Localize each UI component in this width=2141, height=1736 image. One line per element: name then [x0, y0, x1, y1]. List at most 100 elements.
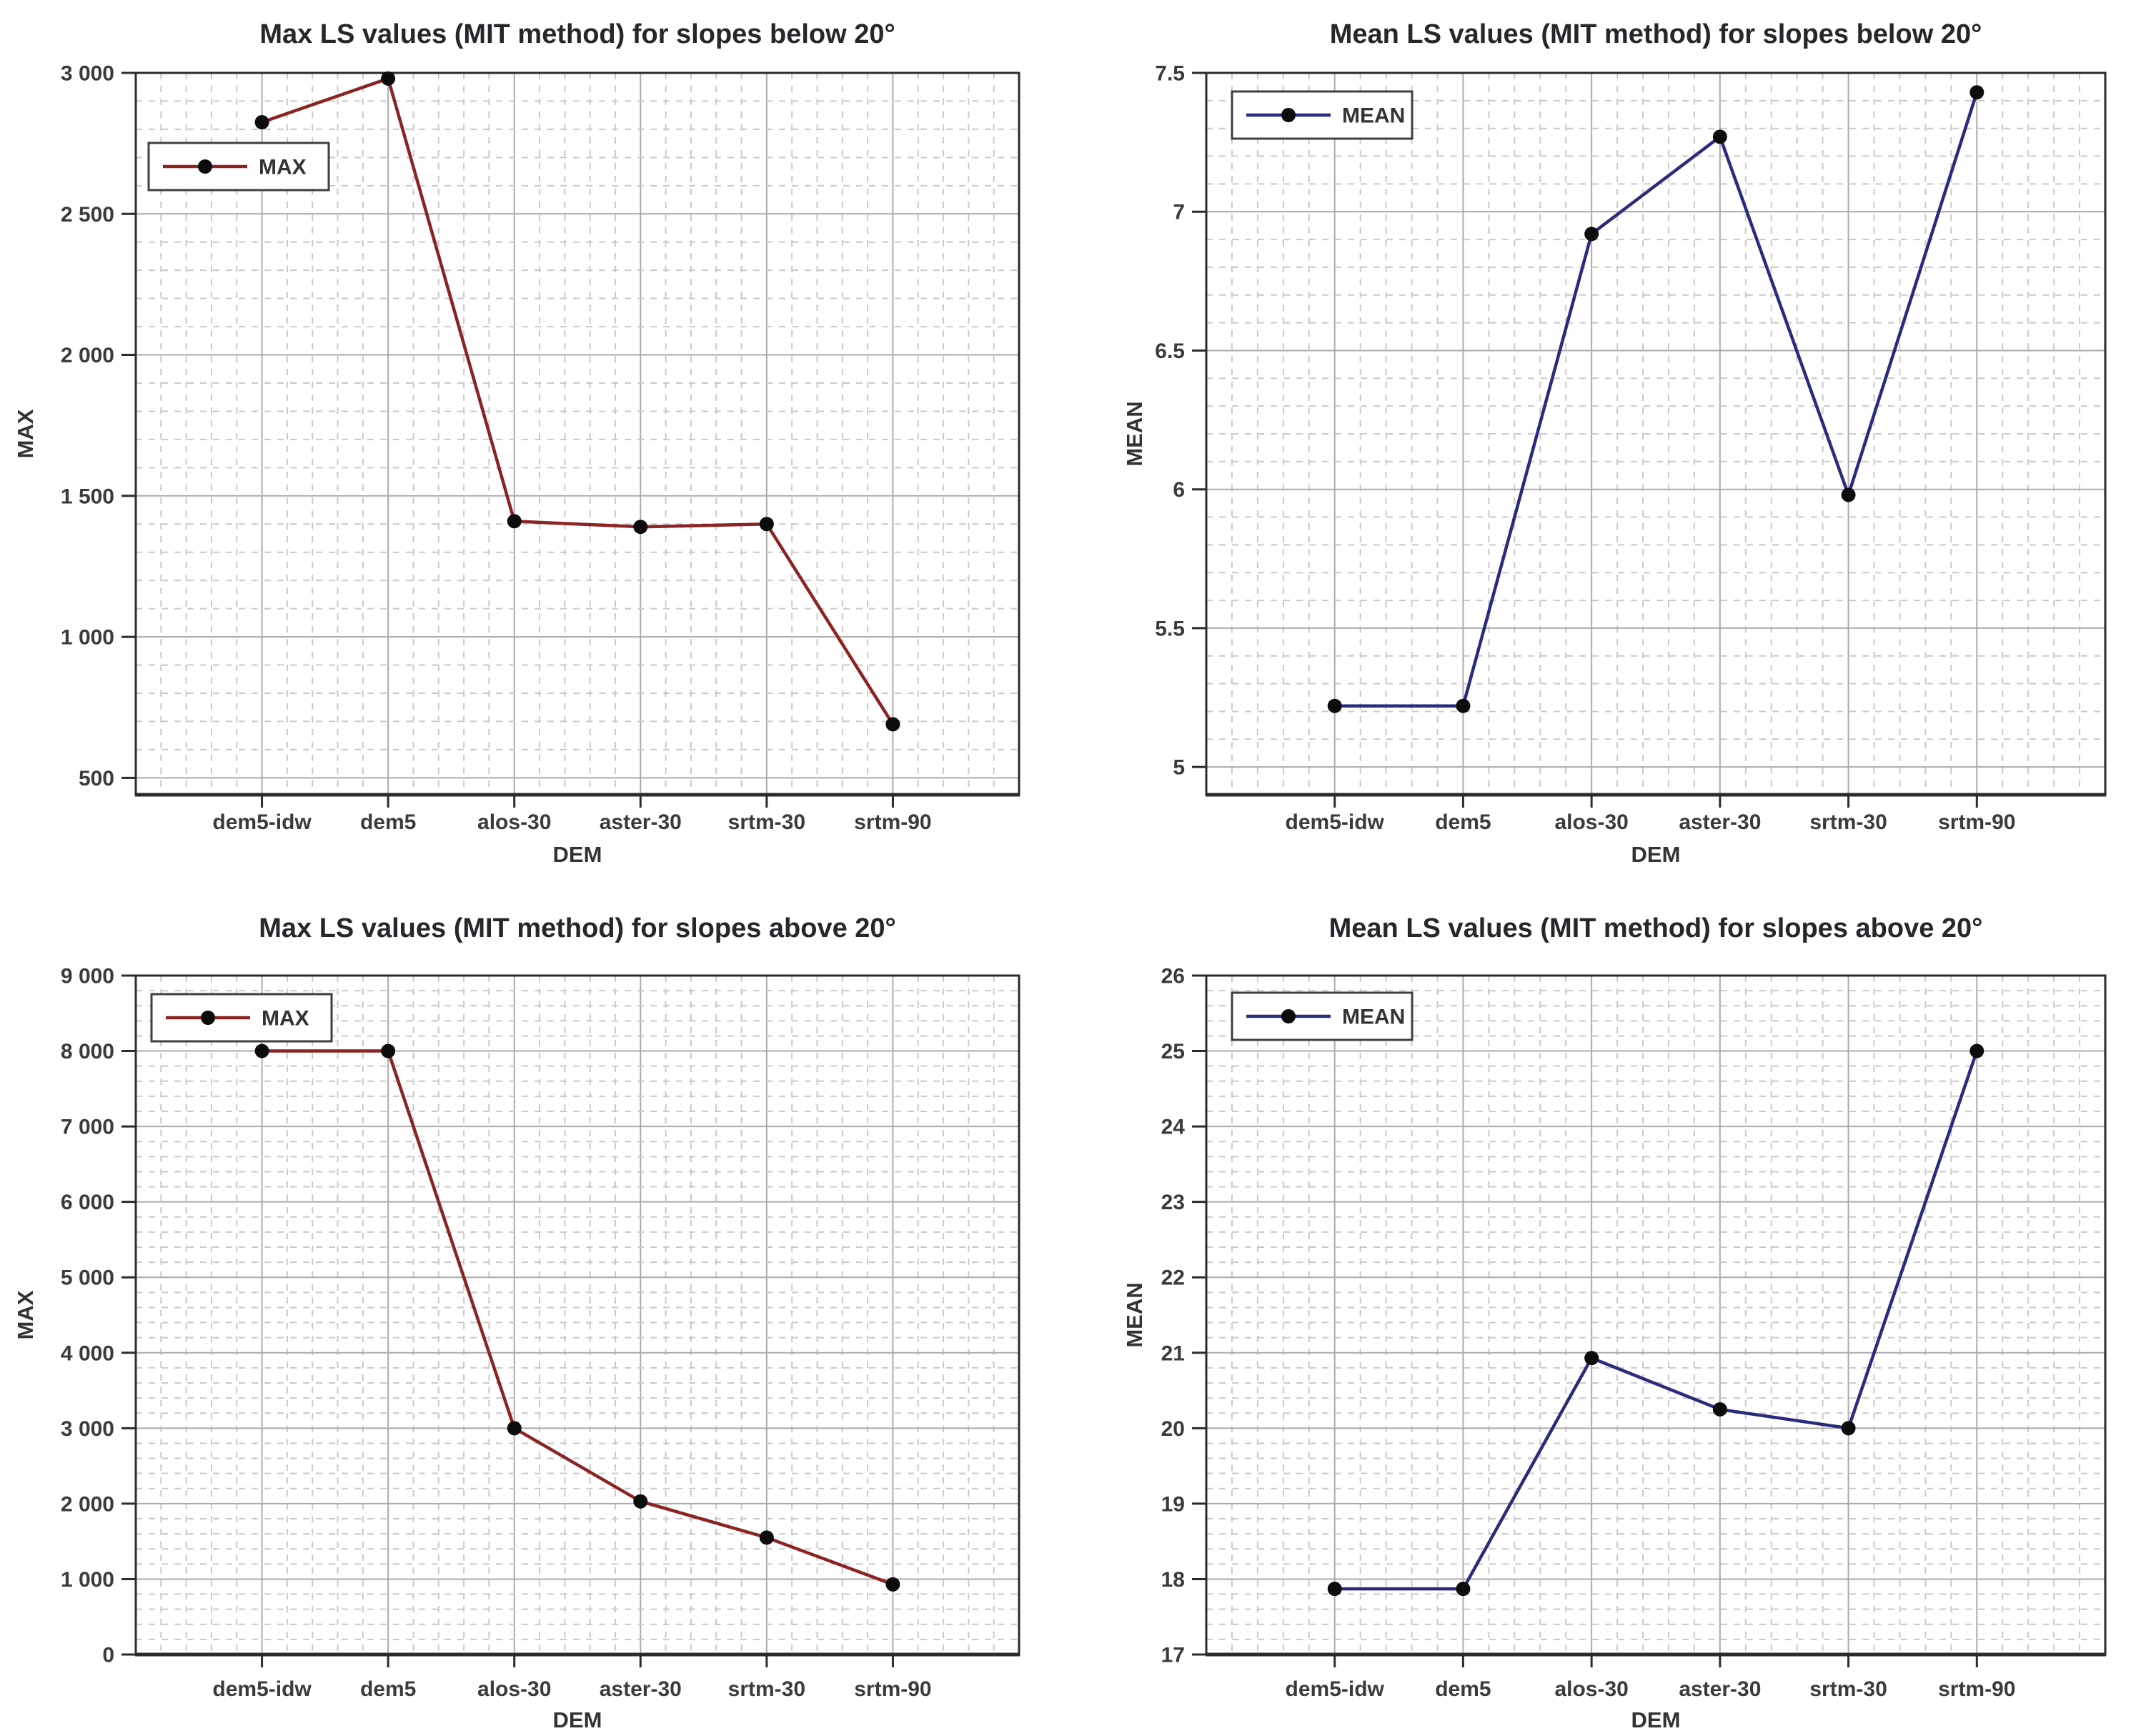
chart-svg-max-below-20: 500 1 000 1 500 2 000 2 500 3 000 dem5-idw dem5… — [13, 19, 1020, 867]
plot-frame — [134, 974, 1020, 1656]
chart-title: Mean LS values (MIT method) for slopes a… — [1329, 913, 1983, 943]
chart-mean-ls-above-20: 17 18 19 20 21 22 23 24 25 26 dem5-idw dem5 alos-30 a… — [1070, 868, 2141, 1736]
y-tick-label: 2 000 — [61, 344, 114, 367]
chart-svg-max-above-20: 0 1 000 2 000 3 000 4 000 5 000 6 000 7 000 8 00… — [13, 913, 1020, 1732]
data-point-marker — [1969, 85, 1984, 100]
y-tick-label: 1 000 — [61, 626, 114, 650]
x-axis-label: DEM — [1631, 842, 1681, 867]
x-tick-label: srtm-90 — [1938, 1677, 2015, 1701]
chart-max-ls-below-20: 500 1 000 1 500 2 000 2 500 3 000 dem5-idw dem5… — [0, 0, 1070, 872]
legend-marker — [1281, 1009, 1296, 1023]
y-tick-label: 7.5 — [1155, 62, 1185, 86]
x-tick-label: srtm-30 — [728, 810, 805, 834]
data-point-marker — [1969, 1043, 1984, 1058]
data-point-marker — [1327, 698, 1342, 713]
x-tick-label: srtm-30 — [1809, 810, 1887, 834]
chart-svg-mean-above-20: 17 18 19 20 21 22 23 24 25 26 dem5-idw dem5 alos-30 a… — [1122, 913, 2107, 1732]
data-point-marker — [507, 514, 522, 529]
x-tick-label: alos-30 — [477, 1677, 551, 1701]
data-point-marker — [1841, 1421, 1856, 1436]
x-tick-label: dem5 — [360, 810, 416, 834]
data-point-marker — [1456, 1582, 1471, 1597]
x-tick-label: dem5 — [1435, 810, 1491, 834]
y-tick-label: 6.5 — [1155, 339, 1185, 363]
y-tick-label: 1 000 — [61, 1568, 114, 1592]
y-tick-label: 22 — [1161, 1266, 1185, 1290]
legend-label: MAX — [259, 156, 307, 179]
x-tick-label: aster-30 — [1679, 1677, 1761, 1701]
chart-title: Mean LS values (MIT method) for slopes b… — [1330, 19, 1982, 49]
x-tick-label: dem5-idw — [212, 1677, 312, 1701]
data-point-marker — [1456, 698, 1471, 713]
y-tick-label: 500 — [79, 767, 114, 790]
series-line-mean — [1334, 91, 1979, 708]
x-tick-label: srtm-30 — [728, 1677, 805, 1701]
series-line-mean — [1334, 1050, 1979, 1591]
y-tick-label: 1 500 — [61, 485, 114, 508]
y-tick-label: 26 — [1161, 965, 1185, 988]
x-tick-label: srtm-90 — [1938, 810, 2015, 834]
x-axis-label: DEM — [553, 842, 602, 867]
y-tick-label: 25 — [1161, 1040, 1185, 1063]
y-tick-label: 2 000 — [61, 1492, 114, 1516]
y-tick-label: 20 — [1161, 1417, 1185, 1441]
y-axis-label: MEAN — [1122, 401, 1147, 466]
y-tick-label: 3 000 — [61, 1417, 114, 1441]
y-tick-label: 0 — [102, 1644, 114, 1667]
legend-marker — [201, 1011, 215, 1025]
chart-svg-mean-below-20: 5 5.5 6 6.5 7 7.5 dem5-idw dem5 alos-30 aster-30 s… — [1122, 19, 2107, 867]
series-line-max — [261, 76, 895, 725]
data-point-marker — [885, 1577, 900, 1592]
data-point-marker — [885, 717, 900, 732]
legend-marker — [198, 159, 212, 174]
y-tick-label: 24 — [1161, 1116, 1186, 1139]
x-tick-label: alos-30 — [477, 810, 551, 834]
y-tick-label: 2 500 — [61, 203, 114, 227]
data-point-marker — [759, 517, 774, 532]
x-tick-label: dem5-idw — [1286, 1677, 1385, 1701]
data-point-marker — [381, 71, 396, 86]
data-point-marker — [1712, 129, 1727, 144]
x-tick-label: dem5-idw — [212, 810, 312, 834]
series-line-max — [262, 1049, 894, 1586]
x-tick-label: dem5-idw — [1286, 810, 1385, 834]
y-tick-label: 21 — [1161, 1341, 1185, 1365]
data-point-marker — [507, 1421, 522, 1436]
y-tick-label: 23 — [1161, 1191, 1185, 1214]
data-point-marker — [381, 1043, 396, 1058]
y-tick-label: 3 000 — [61, 62, 114, 86]
y-tick-label: 19 — [1161, 1492, 1185, 1516]
legend-label: MAX — [262, 1007, 309, 1031]
x-tick-label: aster-30 — [600, 1677, 682, 1701]
legend-label: MEAN — [1342, 1006, 1405, 1029]
y-axis-label: MAX — [13, 409, 38, 458]
data-point-marker — [1841, 487, 1856, 502]
data-point-marker — [254, 115, 269, 130]
legend-marker — [1281, 108, 1296, 122]
y-tick-label: 5 — [1173, 756, 1185, 780]
data-point-marker — [1327, 1582, 1342, 1597]
y-tick-label: 6 000 — [61, 1191, 114, 1214]
y-tick-label: 6 — [1173, 478, 1185, 502]
y-tick-label: 17 — [1161, 1644, 1185, 1667]
y-tick-label: 5.5 — [1155, 617, 1185, 640]
x-tick-label: alos-30 — [1554, 810, 1628, 834]
x-tick-label: dem5 — [360, 1677, 416, 1701]
y-axis-label: MEAN — [1122, 1282, 1147, 1347]
data-point-marker — [759, 1530, 774, 1545]
y-tick-label: 7 — [1173, 201, 1185, 224]
chart-title: Max LS values (MIT method) for slopes ab… — [259, 913, 896, 943]
x-tick-label: srtm-90 — [854, 810, 931, 834]
y-tick-label: 8 000 — [61, 1040, 114, 1063]
x-tick-label: srtm-30 — [1809, 1677, 1887, 1701]
x-axis-label: DEM — [1631, 1707, 1681, 1732]
y-tick-label: 7 000 — [61, 1116, 114, 1139]
chart-max-ls-above-20: 0 1 000 2 000 3 000 4 000 5 000 6 000 7 000 8 00… — [0, 868, 1070, 1736]
x-tick-label: srtm-90 — [854, 1677, 931, 1701]
chart-mean-ls-below-20: 5 5.5 6 6.5 7 7.5 dem5-idw dem5 alos-30 aster-30 s… — [1070, 0, 2141, 872]
data-point-marker — [633, 520, 648, 535]
y-axis-label: MAX — [13, 1290, 38, 1339]
data-point-marker — [254, 1043, 269, 1058]
plot-frame — [1205, 974, 2107, 1656]
